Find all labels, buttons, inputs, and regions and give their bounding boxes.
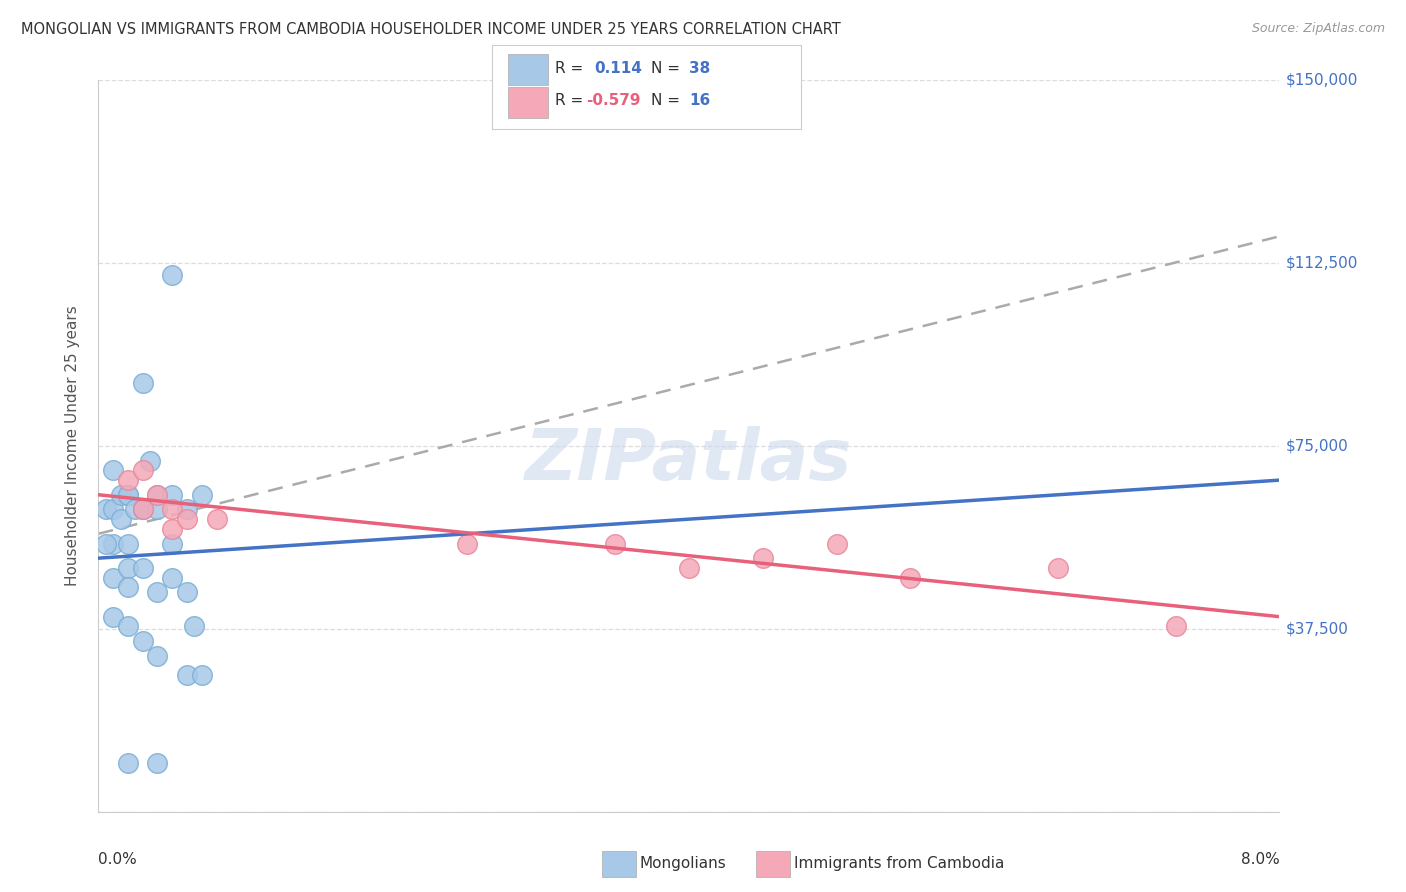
Point <box>162 522 183 536</box>
Point <box>146 585 169 599</box>
Point <box>117 581 139 595</box>
Text: MONGOLIAN VS IMMIGRANTS FROM CAMBODIA HOUSEHOLDER INCOME UNDER 25 YEARS CORRELAT: MONGOLIAN VS IMMIGRANTS FROM CAMBODIA HO… <box>21 22 841 37</box>
Point <box>103 502 124 516</box>
Point <box>898 571 921 585</box>
Point <box>825 536 848 550</box>
Point <box>191 668 214 682</box>
Point <box>456 536 478 550</box>
Point <box>176 585 198 599</box>
Point <box>94 536 117 550</box>
Point <box>205 512 228 526</box>
Point <box>103 609 124 624</box>
Text: 0.114: 0.114 <box>595 62 643 76</box>
Point <box>132 376 155 390</box>
Point <box>176 502 198 516</box>
Point <box>132 561 155 575</box>
Point <box>110 512 132 526</box>
Point <box>132 463 155 477</box>
Point <box>139 453 162 467</box>
Point <box>162 536 183 550</box>
Point <box>146 502 169 516</box>
Point <box>117 536 139 550</box>
Point <box>176 512 198 526</box>
Text: 16: 16 <box>689 94 710 108</box>
Point <box>162 571 183 585</box>
Point <box>117 488 139 502</box>
Point <box>132 502 155 516</box>
Text: N =: N = <box>651 94 685 108</box>
Text: $37,500: $37,500 <box>1285 622 1348 636</box>
Point <box>191 488 214 502</box>
Point <box>94 502 117 516</box>
Text: $75,000: $75,000 <box>1285 439 1348 453</box>
Text: Mongolians: Mongolians <box>640 856 727 871</box>
Point <box>103 463 124 477</box>
Point <box>162 502 183 516</box>
Point <box>117 619 139 633</box>
Text: Immigrants from Cambodia: Immigrants from Cambodia <box>794 856 1005 871</box>
Point <box>751 551 773 566</box>
Text: R =: R = <box>555 94 589 108</box>
Point <box>117 488 139 502</box>
Y-axis label: Householder Income Under 25 years: Householder Income Under 25 years <box>65 306 80 586</box>
Text: N =: N = <box>651 62 685 76</box>
Text: Source: ZipAtlas.com: Source: ZipAtlas.com <box>1251 22 1385 36</box>
Point <box>1046 561 1069 575</box>
Point <box>162 488 183 502</box>
Point <box>146 648 169 663</box>
Point <box>146 488 169 502</box>
Point <box>183 619 205 633</box>
Text: R =: R = <box>555 62 589 76</box>
Point <box>146 756 169 770</box>
Text: $112,500: $112,500 <box>1285 256 1358 270</box>
Point <box>678 561 700 575</box>
Point <box>132 502 155 516</box>
Point <box>124 502 146 516</box>
Text: 38: 38 <box>689 62 710 76</box>
Point <box>117 561 139 575</box>
Point <box>146 488 169 502</box>
Point <box>117 756 139 770</box>
Point <box>162 268 183 283</box>
Point <box>176 668 198 682</box>
Point <box>103 571 124 585</box>
Point <box>132 634 155 648</box>
Point <box>132 502 155 516</box>
Point <box>1164 619 1187 633</box>
Text: $150,000: $150,000 <box>1285 73 1358 87</box>
Text: ZIPatlas: ZIPatlas <box>526 426 852 495</box>
Point <box>103 536 124 550</box>
Text: -0.579: -0.579 <box>586 94 641 108</box>
Point <box>117 473 139 487</box>
Text: 8.0%: 8.0% <box>1240 852 1279 867</box>
Point <box>110 488 132 502</box>
Text: 0.0%: 0.0% <box>98 852 138 867</box>
Point <box>605 536 627 550</box>
